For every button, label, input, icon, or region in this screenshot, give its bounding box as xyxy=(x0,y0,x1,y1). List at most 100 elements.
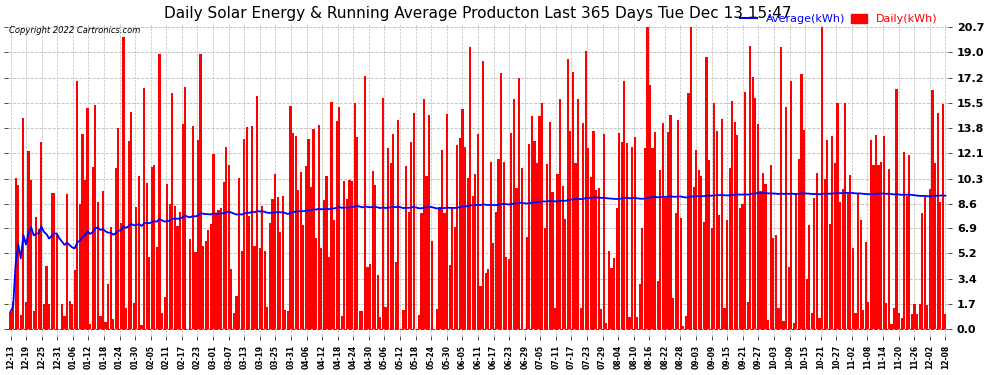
Bar xyxy=(397,120,399,329)
Bar xyxy=(163,297,165,329)
Bar xyxy=(495,212,497,329)
Bar xyxy=(585,51,587,329)
Bar xyxy=(896,89,898,329)
Bar xyxy=(382,98,384,329)
Bar xyxy=(934,163,937,329)
Bar xyxy=(444,213,446,329)
Bar xyxy=(572,72,574,329)
Bar xyxy=(179,212,181,329)
Bar xyxy=(839,202,842,329)
Bar xyxy=(648,85,651,329)
Bar xyxy=(590,177,592,329)
Bar xyxy=(326,176,328,329)
Bar xyxy=(66,194,68,329)
Bar xyxy=(754,98,756,329)
Bar xyxy=(849,175,851,329)
Bar xyxy=(656,281,658,329)
Bar xyxy=(711,228,713,329)
Bar xyxy=(872,165,874,329)
Bar xyxy=(292,133,294,329)
Bar xyxy=(246,128,248,329)
Bar xyxy=(282,196,284,329)
Bar xyxy=(862,310,864,329)
Bar xyxy=(358,311,361,329)
Bar xyxy=(448,265,450,329)
Bar xyxy=(28,150,30,329)
Bar xyxy=(484,273,487,329)
Bar xyxy=(344,181,346,329)
Bar xyxy=(806,279,808,329)
Bar xyxy=(339,107,341,329)
Bar xyxy=(76,81,78,329)
Bar xyxy=(384,307,386,329)
Bar xyxy=(146,183,148,329)
Bar xyxy=(241,251,243,329)
Bar xyxy=(233,313,235,329)
Bar xyxy=(266,307,268,329)
Bar xyxy=(60,304,63,329)
Bar xyxy=(207,230,209,329)
Bar xyxy=(258,248,260,329)
Bar xyxy=(138,176,140,329)
Bar xyxy=(829,224,831,329)
Bar xyxy=(731,101,734,329)
Bar xyxy=(46,266,48,329)
Bar xyxy=(287,311,289,329)
Bar xyxy=(780,47,782,329)
Bar xyxy=(392,134,394,329)
Bar xyxy=(642,228,644,329)
Bar xyxy=(708,160,710,329)
Bar xyxy=(38,230,40,329)
Bar xyxy=(35,217,38,329)
Bar xyxy=(888,169,890,329)
Bar xyxy=(428,115,431,329)
Bar xyxy=(289,106,291,329)
Bar xyxy=(158,54,160,329)
Bar xyxy=(120,223,122,329)
Bar xyxy=(15,178,17,329)
Bar xyxy=(176,226,178,329)
Bar xyxy=(313,129,315,329)
Bar xyxy=(756,124,759,329)
Bar xyxy=(893,308,895,329)
Bar xyxy=(441,150,444,329)
Bar xyxy=(253,246,255,329)
Bar xyxy=(102,191,104,329)
Bar xyxy=(608,251,610,329)
Bar xyxy=(595,190,597,329)
Bar xyxy=(279,231,281,329)
Bar xyxy=(405,166,407,329)
Bar xyxy=(729,168,731,329)
Bar xyxy=(706,57,708,329)
Bar xyxy=(71,304,73,329)
Bar xyxy=(451,207,453,329)
Bar xyxy=(724,308,726,329)
Bar xyxy=(346,199,348,329)
Bar xyxy=(166,184,168,329)
Bar xyxy=(821,27,823,329)
Bar xyxy=(564,219,566,329)
Bar xyxy=(634,136,636,329)
Bar xyxy=(25,302,27,329)
Bar xyxy=(867,302,869,329)
Bar xyxy=(734,122,736,329)
Bar xyxy=(680,219,682,329)
Bar xyxy=(929,189,931,329)
Bar xyxy=(529,144,531,329)
Bar xyxy=(898,313,900,329)
Bar xyxy=(577,99,579,329)
Bar xyxy=(685,316,687,329)
Bar xyxy=(33,311,35,329)
Bar xyxy=(772,238,774,329)
Bar xyxy=(749,46,751,329)
Bar xyxy=(364,76,366,329)
Bar xyxy=(526,237,528,329)
Bar xyxy=(215,214,217,329)
Bar xyxy=(516,188,518,329)
Bar xyxy=(92,167,94,329)
Bar xyxy=(402,310,405,329)
Bar xyxy=(746,302,748,329)
Bar xyxy=(155,247,158,329)
Bar xyxy=(782,321,785,329)
Bar xyxy=(55,235,57,329)
